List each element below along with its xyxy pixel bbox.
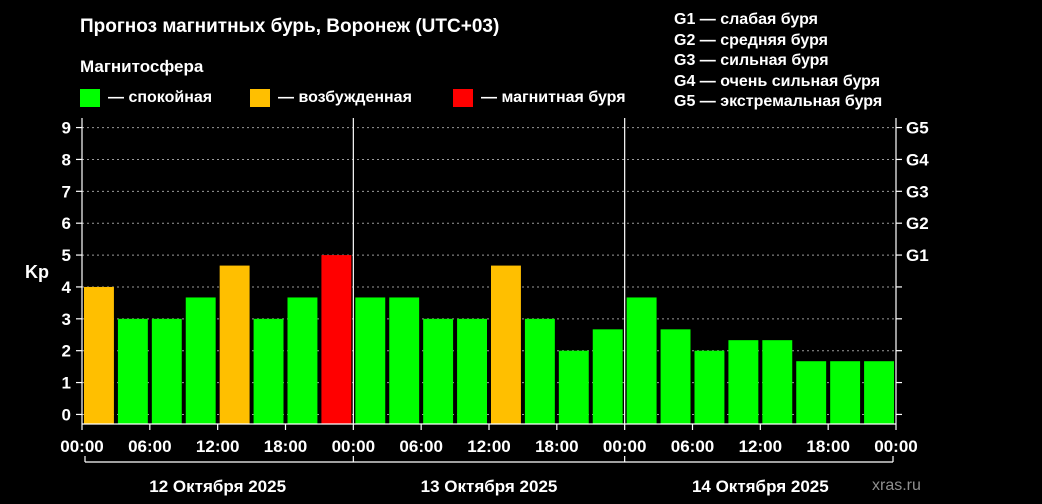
storm-level-g5: G5 — экстремальная буря [674,93,883,110]
y-tick-label: 5 [62,246,71,265]
kp-bar [151,318,182,424]
storm-scale-label: G2 [906,214,929,233]
storm-scale-label: G5 [906,119,929,138]
storm-level-g2: G2 — средняя буря [674,31,828,49]
day-label: 13 Октября 2025 [421,477,558,496]
kp-bar [219,265,250,424]
kp-bar [457,318,487,424]
x-tick-label: 06:00 [399,437,442,456]
kp-bar [287,297,318,424]
x-tick-label: 00:00 [603,437,646,456]
y-tick-label: 4 [62,278,72,297]
storm-scale-label: G3 [906,182,929,201]
x-tick-label: 06:00 [671,437,714,456]
kp-bar [355,297,386,424]
kp-bar [830,361,861,424]
y-tick-label: 0 [62,405,71,424]
kp-bar [558,350,589,424]
y-tick-label: 2 [62,342,71,361]
kp-bar [84,286,114,424]
storm-scale-label: G4 [906,150,929,169]
x-tick-label: 00:00 [874,437,917,456]
kp-bar [491,265,521,424]
legend-item-excited: — возбужденная [250,88,412,108]
x-tick-label: 12:00 [739,437,782,456]
y-tick-label: 3 [62,310,71,329]
chart-title: Прогноз магнитных бурь, Воронеж (UTC+03) [80,16,500,37]
kp-bar [253,318,284,424]
x-tick-label: 00:00 [332,437,375,456]
x-tick-label: 00:00 [60,437,103,456]
x-tick-label: 12:00 [196,437,239,456]
legend-swatch-quiet [80,89,100,107]
storm-level-legend: G1 — слабая буря G2 — средняя буря G3 — … [674,10,882,113]
storm-level-g4: G4 — очень сильная буря [674,72,881,90]
y-tick-label: 6 [62,214,71,233]
day-label: 14 Октября 2025 [692,477,829,496]
day-label: 12 Октября 2025 [149,477,286,496]
y-tick-label: 8 [62,150,71,169]
legend-swatch-storm [453,89,473,107]
kp-bar [694,350,725,424]
storm-level-g3: G3 — сильная буря [674,52,829,69]
legend-label-storm: — магнитная буря [481,89,626,106]
kp-bar [185,297,216,424]
kp-bar [796,361,827,424]
kp-bar [389,297,420,424]
legend-item-quiet: — спокойная [80,88,212,108]
kp-bar [423,318,454,424]
legend-label-quiet: — спокойная [108,89,213,106]
x-tick-label: 18:00 [806,437,849,456]
y-axis-label: Kp [25,262,49,282]
x-tick-label: 06:00 [128,437,171,456]
kp-bar [728,340,759,424]
legend-label-excited: — возбужденная [278,89,412,106]
storm-scale-label: G1 [906,246,929,265]
kp-bar [762,340,793,424]
y-tick-label: 1 [62,374,71,393]
kp-bar [864,361,894,424]
x-tick-label: 12:00 [467,437,510,456]
x-tick-label: 18:00 [264,437,307,456]
kp-bar [117,318,148,424]
kp-bar [524,318,555,424]
kp-bar [660,329,691,424]
y-tick-label: 9 [62,119,71,138]
y-tick-label: 7 [62,182,71,201]
kp-bar [592,329,623,424]
x-tick-label: 18:00 [535,437,578,456]
legend-swatch-excited [250,89,270,107]
watermark: xras.ru [872,477,921,494]
kp-bar [626,297,657,424]
magnetosphere-heading: Магнитосфера [80,57,204,76]
kp-bar [321,255,352,424]
storm-level-g1: G1 — слабая буря [674,11,819,28]
legend-item-storm: — магнитная буря [453,88,626,108]
